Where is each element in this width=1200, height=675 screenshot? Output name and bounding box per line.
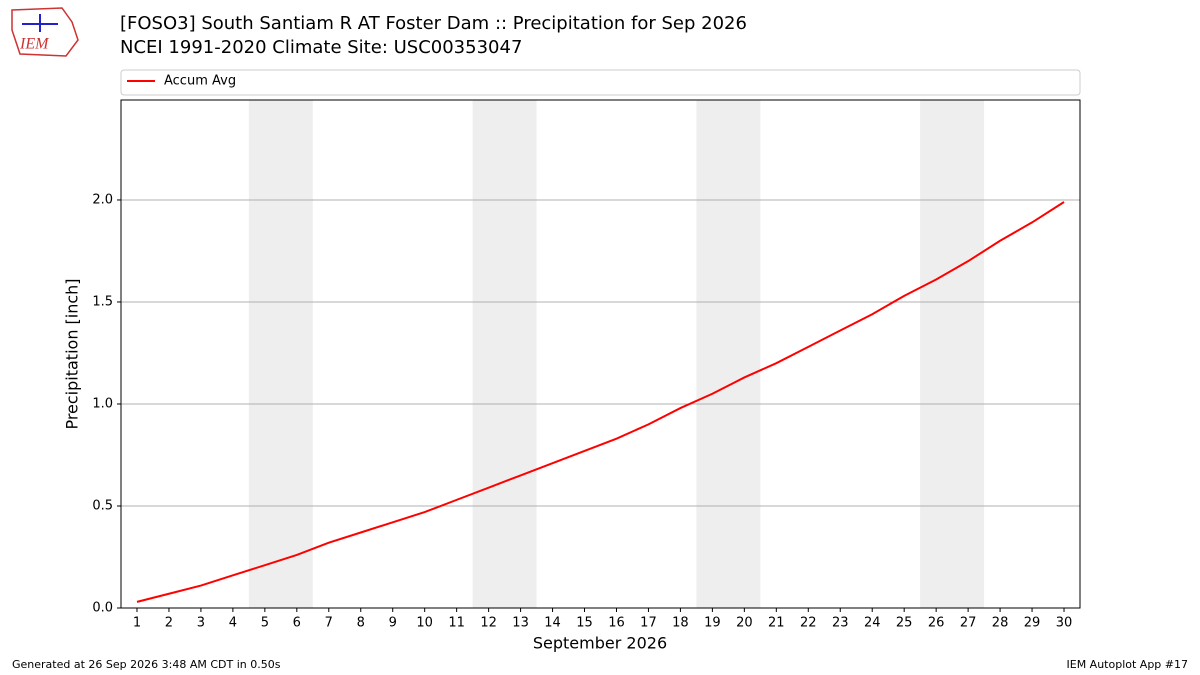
x-tick-label: 4 (229, 616, 237, 631)
chart-subtitle: NCEI 1991-2020 Climate Site: USC00353047 (120, 37, 522, 58)
logo-outline (11, 7, 79, 57)
x-tick-label: 1 (133, 616, 141, 631)
legend-label: Accum Avg (164, 74, 236, 89)
x-tick-label: 23 (832, 616, 849, 631)
x-axis-label: September 2026 (533, 634, 667, 653)
y-tick-label: 1.0 (92, 396, 113, 411)
x-tick-label: 2 (165, 616, 173, 631)
weekend-band (248, 100, 313, 608)
x-tick-label: 11 (448, 616, 465, 631)
footer-right: IEM Autoplot App #17 (1067, 658, 1189, 671)
x-tick-label: 20 (736, 616, 753, 631)
y-tick-label: 1.5 (92, 294, 113, 309)
x-tick-label: 12 (480, 616, 497, 631)
x-tick-label: 28 (992, 616, 1009, 631)
y-tick-label: 0.5 (92, 498, 113, 513)
x-tick-label: 3 (197, 616, 205, 631)
x-tick-label: 7 (325, 616, 333, 631)
x-tick-label: 13 (512, 616, 529, 631)
x-tick-label: 9 (389, 616, 397, 631)
footer-left: Generated at 26 Sep 2026 3:48 AM CDT in … (12, 658, 281, 671)
x-tick-label: 16 (608, 616, 625, 631)
data-line (136, 201, 1065, 603)
logo-text: IEM (19, 36, 50, 53)
x-tick-label: 24 (864, 616, 881, 631)
x-tick-label: 22 (800, 616, 817, 631)
logo: IEM (11, 7, 79, 57)
chart-title: [FOSO3] South Santiam R AT Foster Dam ::… (120, 13, 747, 34)
x-tick-label: 18 (672, 616, 689, 631)
x-tick-label: 19 (704, 616, 721, 631)
weekend-band (696, 100, 761, 608)
x-tick-label: 5 (261, 616, 269, 631)
x-tick-label: 26 (928, 616, 945, 631)
x-tick-label: 29 (1024, 616, 1041, 631)
x-tick-label: 27 (960, 616, 977, 631)
y-axis-label: Precipitation [inch] (63, 278, 82, 429)
x-tick-label: 15 (576, 616, 593, 631)
x-tick-label: 8 (357, 616, 365, 631)
x-tick-label: 25 (896, 616, 913, 631)
x-tick-label: 21 (768, 616, 785, 631)
weekend-band (472, 100, 537, 608)
x-tick-label: 14 (544, 616, 561, 631)
legend-box (120, 69, 1081, 96)
x-tick-label: 10 (416, 616, 433, 631)
y-tick-label: 2.0 (92, 192, 113, 207)
x-tick-label: 6 (293, 616, 301, 631)
y-tick-label: 0.0 (92, 601, 113, 616)
x-tick-label: 30 (1056, 616, 1073, 631)
x-tick-label: 17 (640, 616, 657, 631)
plot-frame (120, 99, 1081, 609)
weekend-band (920, 100, 985, 608)
